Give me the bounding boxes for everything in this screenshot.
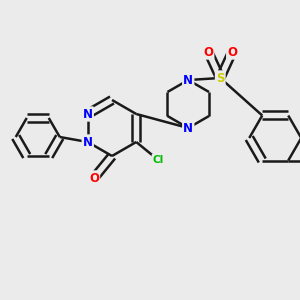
Text: O: O [203,46,213,59]
Text: O: O [89,172,99,184]
Text: N: N [83,136,93,148]
Text: N: N [83,107,93,121]
Text: N: N [183,122,193,134]
Text: O: O [227,46,237,59]
Text: S: S [216,71,224,85]
Text: Cl: Cl [153,155,164,165]
Text: N: N [183,74,193,86]
